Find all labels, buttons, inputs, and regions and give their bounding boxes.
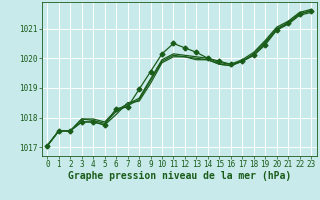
X-axis label: Graphe pression niveau de la mer (hPa): Graphe pression niveau de la mer (hPa) [68,171,291,181]
